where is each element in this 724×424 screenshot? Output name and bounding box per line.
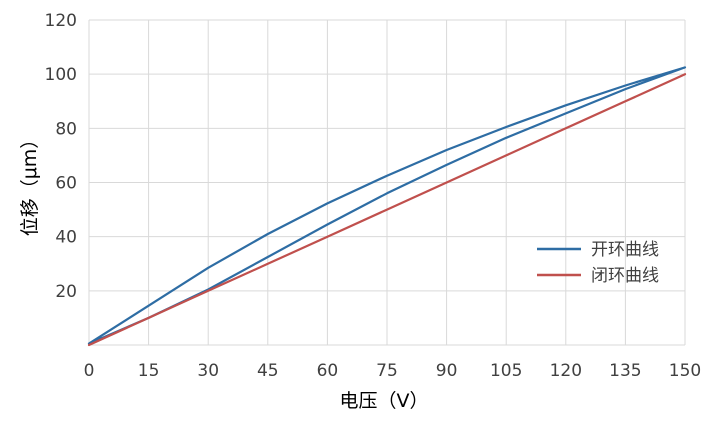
x-tick-label: 15 [138,361,160,381]
x-tick-label: 150 [669,361,701,381]
x-tick-label: 90 [436,361,458,381]
grid [88,19,686,345]
x-tick-label: 0 [84,361,95,381]
y-axis-label: 位移（μm） [19,130,41,237]
x-tick-label: 135 [609,361,641,381]
y-tick-label: 80 [55,119,77,139]
x-tick-label: 120 [550,361,582,381]
y-tick-label: 60 [55,174,77,194]
legend-label-0: 开环曲线 [591,240,659,260]
legend-label-1: 闭环曲线 [591,266,659,286]
x-tick-label: 75 [376,361,398,381]
plot-area [87,66,687,347]
x-tick-label: 60 [317,361,339,381]
y-tick-label: 120 [45,11,77,31]
x-tick-label: 45 [257,361,279,381]
y-tick-label: 100 [45,65,77,85]
y-tick-label: 40 [55,228,77,248]
tick-labels: 0 15 30 45 60 75 90 105 120 135 150 20 40 60 80 100 120 [45,11,702,381]
series-line-1 [87,73,687,347]
x-tick-label: 105 [490,361,522,381]
series-line-0 [87,66,687,345]
x-tick-label: 30 [197,361,219,381]
x-axis-label: 电压（V） [340,390,429,412]
y-tick-label: 20 [55,282,77,302]
